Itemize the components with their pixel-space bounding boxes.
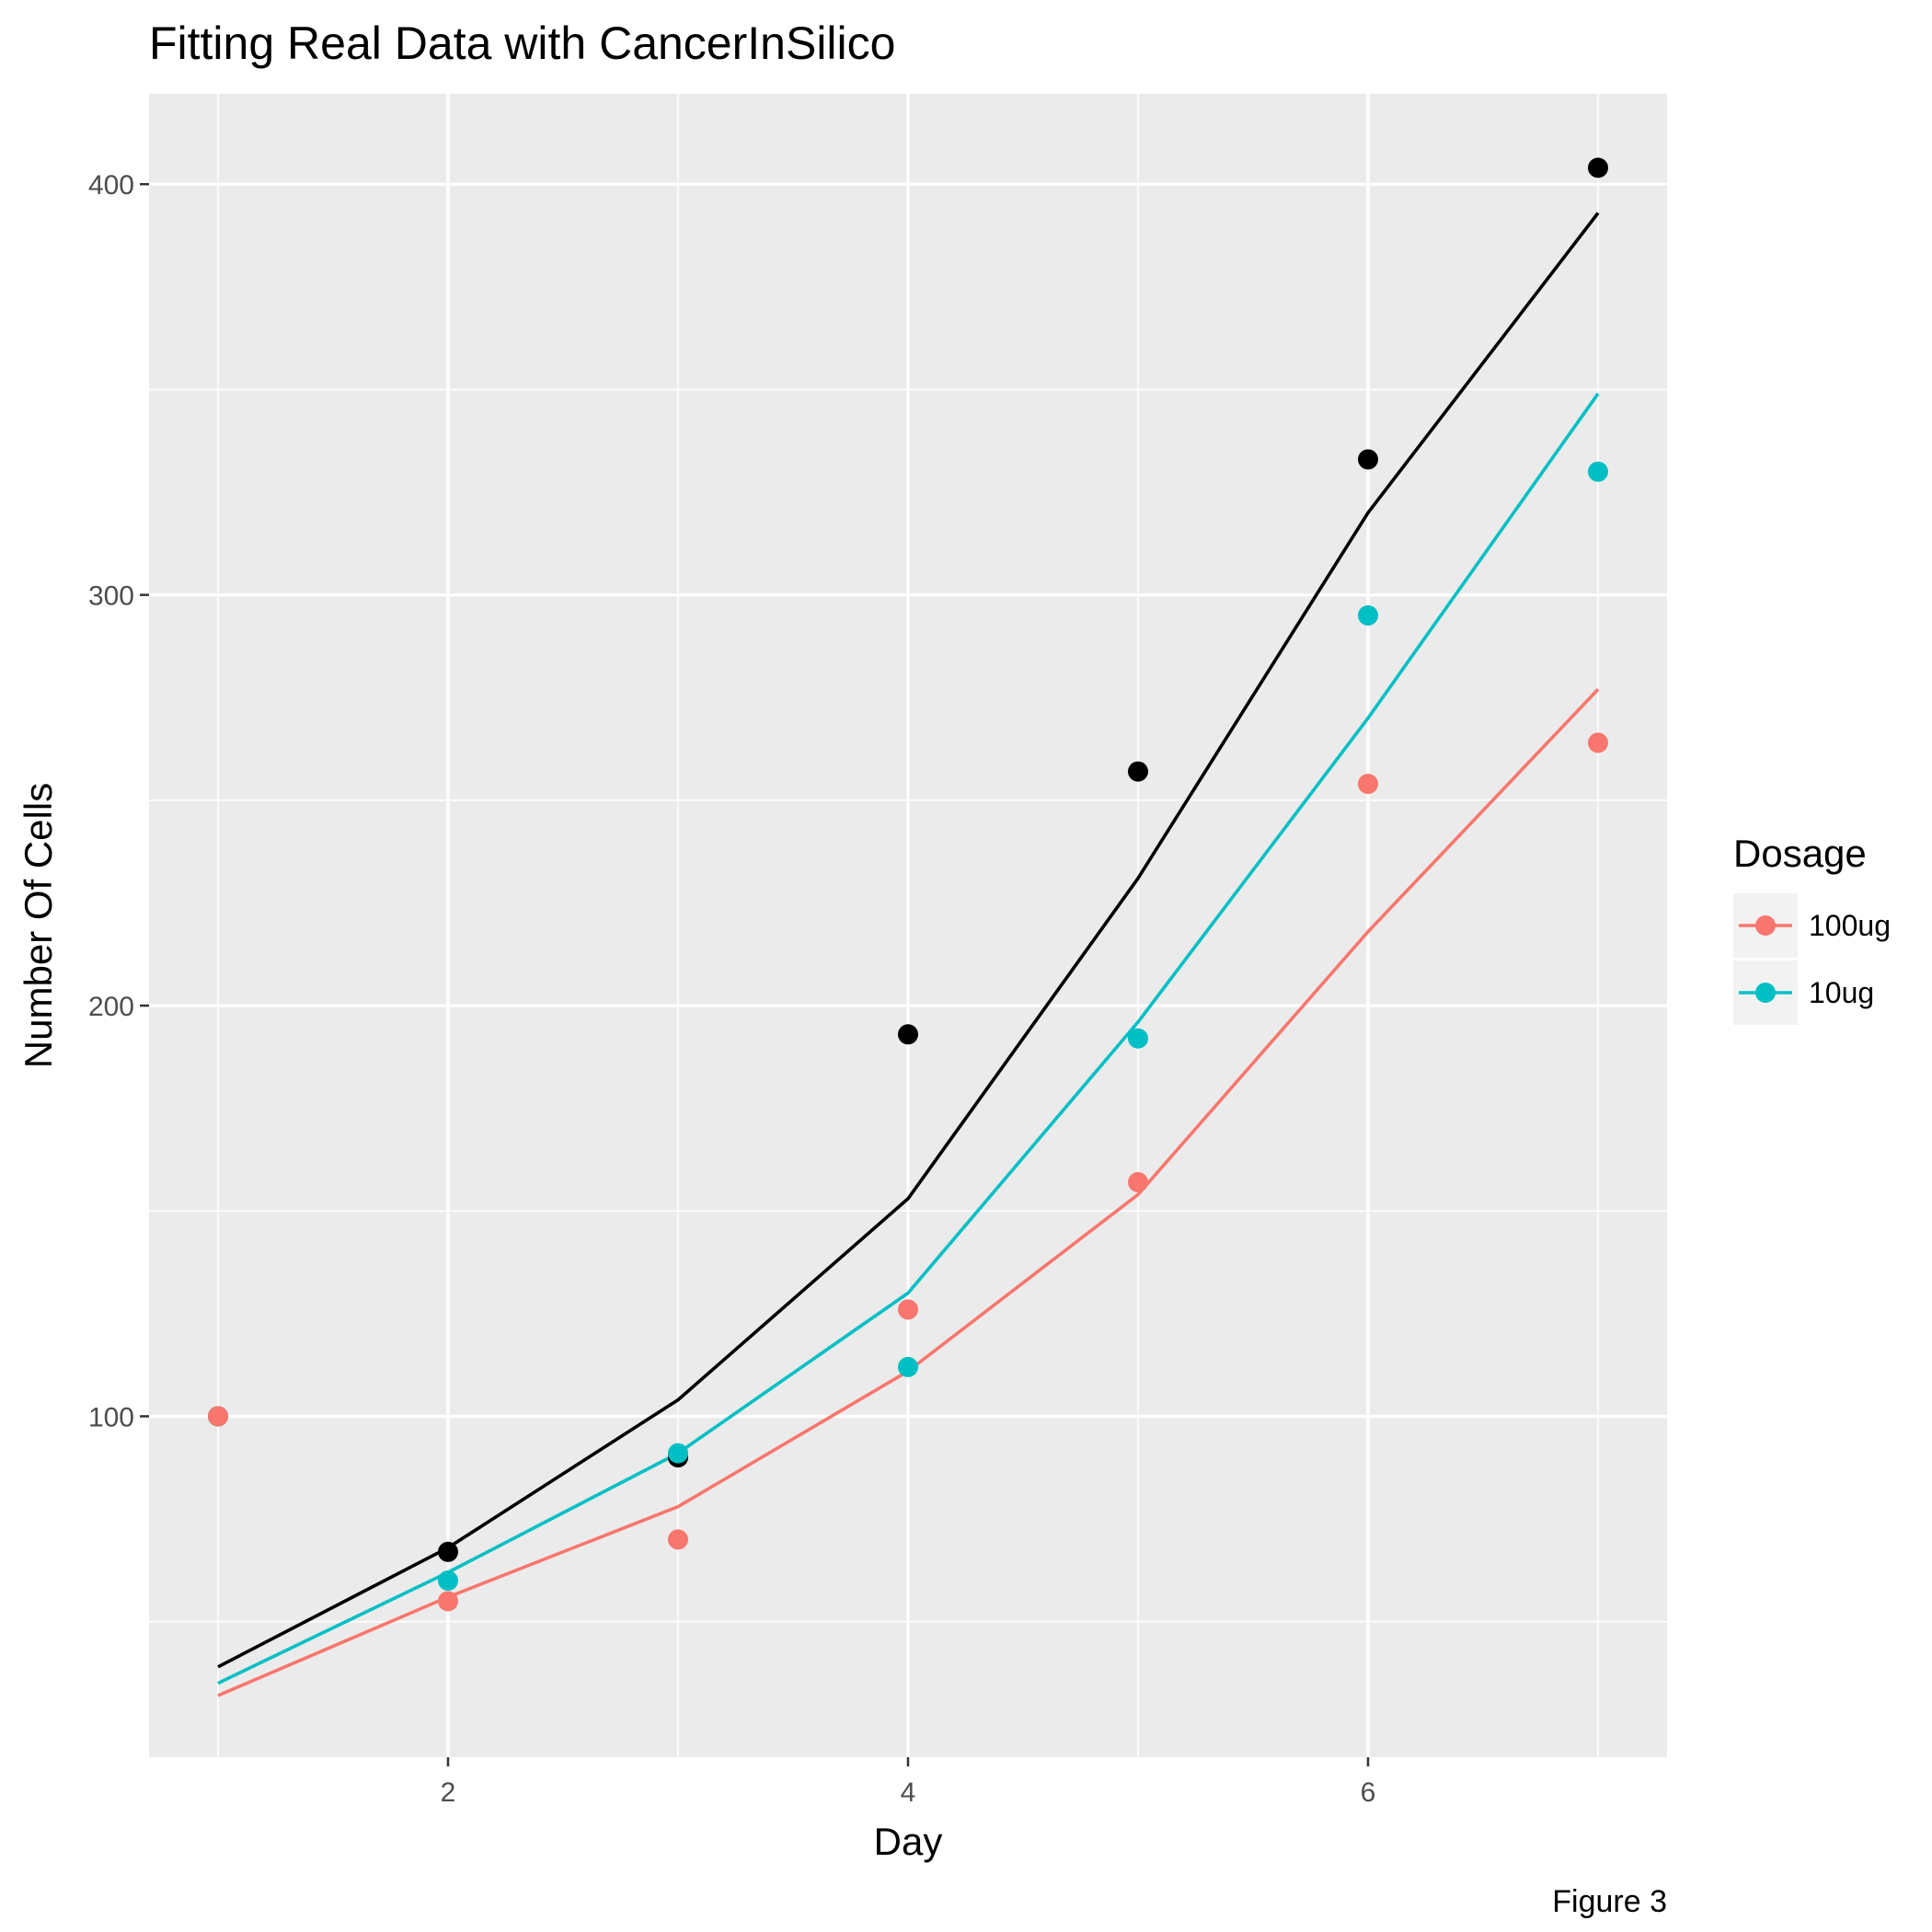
data-point-control bbox=[898, 1024, 918, 1045]
y-tick-label: 300 bbox=[88, 581, 134, 612]
data-point-100ug bbox=[898, 1299, 918, 1320]
y-tick-label: 200 bbox=[88, 992, 134, 1022]
x-tick-label: 2 bbox=[441, 1777, 456, 1808]
data-point-10ug bbox=[1588, 461, 1608, 482]
data-point-100ug bbox=[1358, 773, 1378, 794]
series-layer bbox=[208, 157, 1608, 1697]
figure-caption: Figure 3 bbox=[1552, 1884, 1667, 1919]
x-tick-label: 6 bbox=[1361, 1777, 1376, 1808]
data-point-100ug bbox=[208, 1406, 228, 1427]
data-point-100ug bbox=[1588, 732, 1608, 753]
y-axis-title: Number Of Cells bbox=[17, 783, 60, 1068]
x-axis-title: Day bbox=[874, 1820, 943, 1863]
data-point-10ug bbox=[1358, 604, 1378, 626]
y-tick-label: 100 bbox=[88, 1402, 134, 1432]
legend-label: 100ug bbox=[1809, 909, 1891, 942]
chart-title: Fitting Real Data with CancerInSilico bbox=[149, 17, 895, 69]
legend-label: 10ug bbox=[1809, 976, 1874, 1009]
legend-key-point bbox=[1755, 915, 1776, 936]
y-axis: 100 200 300 400 bbox=[88, 170, 149, 1432]
y-tick-label: 400 bbox=[88, 170, 134, 201]
data-point-control bbox=[1588, 157, 1608, 178]
data-point-100ug bbox=[438, 1591, 458, 1612]
data-point-10ug bbox=[898, 1356, 918, 1377]
data-point-10ug bbox=[1128, 1028, 1148, 1049]
legend: Dosage 100ug 10ug bbox=[1733, 832, 1891, 1025]
data-point-100ug bbox=[668, 1529, 688, 1550]
data-point-control bbox=[438, 1541, 458, 1562]
x-axis: 2 4 6 bbox=[441, 1757, 1376, 1808]
data-point-control bbox=[1128, 761, 1148, 782]
data-point-control bbox=[1358, 449, 1378, 470]
legend-key-point bbox=[1755, 983, 1776, 1003]
data-point-100ug bbox=[1128, 1172, 1148, 1193]
data-point-10ug bbox=[438, 1570, 458, 1592]
legend-title: Dosage bbox=[1733, 832, 1867, 875]
data-point-10ug bbox=[668, 1443, 688, 1464]
x-tick-label: 4 bbox=[901, 1777, 916, 1808]
major-gridlines bbox=[149, 94, 1667, 1757]
